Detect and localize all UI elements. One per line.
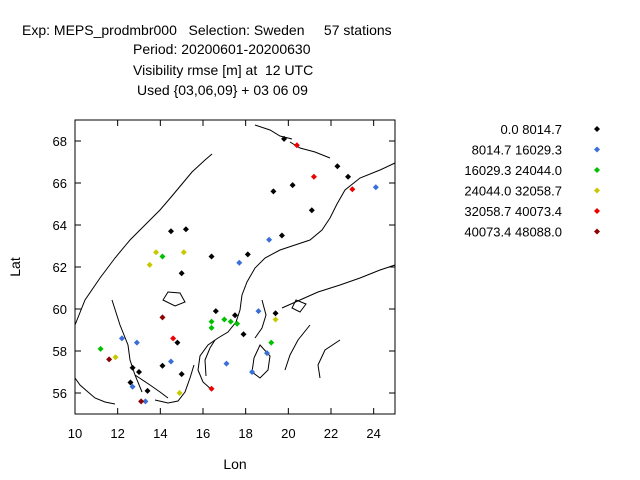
data-point xyxy=(208,318,215,325)
legend-marker xyxy=(594,167,600,173)
title-line-3: Visibility rmse [m] at 12 UTC xyxy=(133,62,314,78)
data-point xyxy=(349,186,356,193)
data-point xyxy=(168,228,174,235)
x-tick-label: 24 xyxy=(366,426,380,441)
data-point xyxy=(208,253,215,260)
coastline-map xyxy=(74,124,396,405)
legend-marker xyxy=(594,146,600,153)
data-point xyxy=(112,354,119,361)
data-point xyxy=(345,173,352,180)
title-line-1: Exp: MEPS_prodmbr000 Selection: Sweden 5… xyxy=(22,22,392,38)
title-line-2: Period: 20200601-20200630 xyxy=(133,41,311,57)
data-point xyxy=(278,232,285,239)
x-tick-label: 10 xyxy=(68,426,82,441)
x-tick-label: 22 xyxy=(324,426,338,441)
legend-entry-label: 0.0 8014.7 xyxy=(501,122,562,137)
data-point xyxy=(118,335,125,342)
data-point xyxy=(270,188,277,195)
data-point xyxy=(244,251,251,258)
data-point xyxy=(223,360,230,367)
data-point xyxy=(234,320,241,327)
y-axis-label: Lat xyxy=(7,257,23,277)
data-point xyxy=(146,261,153,268)
data-point xyxy=(208,324,215,331)
x-axis-label: Lon xyxy=(223,456,246,472)
data-point xyxy=(159,362,166,369)
data-point xyxy=(176,390,183,396)
data-point xyxy=(127,379,134,386)
plot-frame xyxy=(74,119,396,415)
y-tick-label: 62 xyxy=(53,260,67,275)
y-tick-label: 58 xyxy=(53,344,67,359)
legend-entry-label: 40073.4 48088.0 xyxy=(464,225,562,240)
x-tick-label: 18 xyxy=(238,426,252,441)
data-point xyxy=(168,358,174,365)
data-point xyxy=(281,135,288,142)
data-point xyxy=(106,356,113,363)
data-point xyxy=(174,339,181,346)
data-point xyxy=(144,387,151,394)
data-point xyxy=(232,312,238,319)
legend-marker xyxy=(594,126,600,132)
data-point xyxy=(178,270,185,277)
y-tick-label: 68 xyxy=(53,134,67,149)
legend-marker xyxy=(594,228,600,235)
data-point xyxy=(97,345,104,352)
data-point xyxy=(212,308,219,315)
data-point xyxy=(264,350,270,357)
data-point xyxy=(310,173,317,180)
y-tick-label: 64 xyxy=(53,218,67,233)
data-point xyxy=(272,310,279,317)
data-point xyxy=(129,383,136,390)
data-point xyxy=(182,226,189,233)
data-point xyxy=(136,369,142,375)
legend-entry-label: 16029.3 24044.0 xyxy=(464,163,562,178)
y-tick-label: 56 xyxy=(53,386,67,401)
data-point xyxy=(153,249,160,256)
data-point xyxy=(180,249,187,256)
legend-entry-label: 24044.0 32058.7 xyxy=(464,184,562,199)
data-point xyxy=(308,207,315,214)
data-point xyxy=(221,316,228,323)
y-tick-label: 60 xyxy=(53,302,67,317)
data-point xyxy=(272,316,279,323)
data-point xyxy=(159,314,166,321)
x-tick-label: 12 xyxy=(110,426,124,441)
legend-marker xyxy=(594,187,600,194)
data-point xyxy=(266,236,273,243)
data-point xyxy=(268,339,275,346)
legend-marker xyxy=(594,208,600,214)
data-point xyxy=(208,385,215,392)
legend-entry-label: 32058.7 40073.4 xyxy=(464,204,562,219)
data-point xyxy=(236,259,243,266)
data-point xyxy=(255,308,262,315)
data-point xyxy=(170,335,177,342)
x-tick-label: 20 xyxy=(281,426,295,441)
data-point xyxy=(142,398,149,405)
data-point xyxy=(159,253,166,260)
data-point xyxy=(227,318,234,325)
data-point xyxy=(249,369,256,375)
y-tick-label: 66 xyxy=(53,176,67,191)
data-point xyxy=(133,339,140,346)
x-tick-label: 16 xyxy=(196,426,210,441)
legend-entry-label: 8014.7 16029.3 xyxy=(472,143,562,158)
data-point xyxy=(138,398,145,405)
data-point xyxy=(293,142,300,149)
title-line-4: Used {03,06,09} + 03 06 09 xyxy=(137,82,308,98)
data-point xyxy=(240,331,247,338)
data-point xyxy=(129,364,136,371)
data-point xyxy=(289,182,296,189)
data-point xyxy=(372,184,379,191)
x-tick-label: 14 xyxy=(153,426,167,441)
data-point xyxy=(178,371,185,378)
data-point xyxy=(334,163,341,170)
